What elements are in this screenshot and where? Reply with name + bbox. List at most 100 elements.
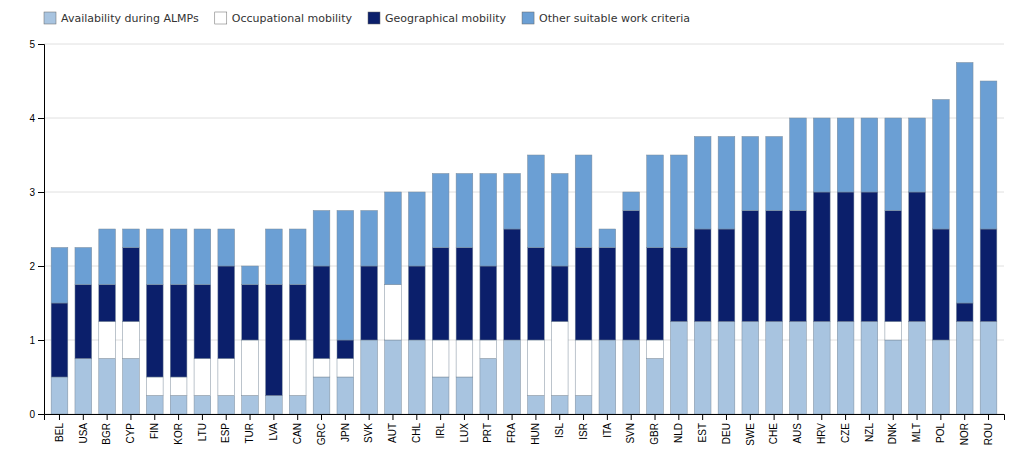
tick: MLT (911, 414, 922, 442)
tick-mark (631, 414, 632, 420)
bar-segment (170, 377, 187, 396)
bar-segment (218, 229, 235, 266)
bar-segment (528, 340, 545, 396)
tick-mark (154, 414, 155, 420)
bar-segment (266, 229, 283, 285)
legend-label: Other suitable work criteria (539, 12, 690, 25)
tick: DEU (721, 414, 732, 444)
bar-segment (861, 322, 878, 415)
tick: USA (78, 414, 89, 444)
bar-segment (75, 285, 92, 359)
bar-segment (813, 118, 830, 192)
bar-segment (623, 340, 640, 414)
tick-mark (559, 414, 560, 420)
tick-label: ROU (983, 423, 994, 445)
tick-mark (869, 414, 870, 420)
bar-segment (933, 229, 950, 340)
tick-mark (488, 414, 489, 420)
tick: CAN (292, 414, 303, 444)
bar-segment (599, 340, 616, 414)
bar-segment (980, 322, 997, 415)
tick: CYP (125, 414, 136, 444)
bar-segment (742, 211, 759, 322)
bar-segment (837, 118, 854, 192)
bar-segment (551, 322, 568, 396)
tick: ESP (220, 414, 231, 443)
bar-segment (289, 340, 306, 396)
tick: NZL (864, 414, 875, 442)
tick: 0 (29, 409, 44, 420)
bar-segment (432, 340, 449, 377)
tick: ISR (578, 414, 589, 440)
bar-segment (909, 322, 926, 415)
bar-segment (289, 396, 306, 415)
bar-segment (242, 340, 259, 396)
tick-label: CHE (768, 423, 779, 444)
bar-segment (99, 322, 116, 359)
tick: AUS (792, 414, 803, 444)
tick: SVN (625, 414, 636, 444)
bar-segment (385, 340, 402, 414)
bar-segment (528, 155, 545, 248)
bar-segment (790, 118, 807, 211)
bar-segment (528, 396, 545, 415)
tick: FRA (506, 414, 517, 443)
bar-segment (313, 266, 330, 359)
tick-mark (297, 414, 298, 420)
bar-segment (361, 211, 378, 267)
bar-segment (647, 359, 664, 415)
tick-label: NZL (864, 423, 875, 442)
tick: LUX (459, 414, 470, 442)
tick-mark (345, 414, 346, 420)
bar-segment (980, 81, 997, 229)
legend-swatch (215, 12, 227, 24)
bar-segment (504, 174, 521, 230)
bar-segment (289, 229, 306, 285)
bar-segment (718, 322, 735, 415)
bar-segment (623, 211, 640, 341)
bar-segment (766, 211, 783, 322)
tick-label: MLT (911, 423, 922, 442)
axis-line (38, 45, 45, 415)
bar-segment (146, 229, 163, 285)
tick: 2 (29, 261, 44, 272)
tick-mark (130, 414, 131, 420)
tick-mark (226, 414, 227, 420)
tick-label: BGR (101, 423, 112, 445)
bar-segment (599, 229, 616, 248)
bar-segment (575, 155, 592, 248)
bar-segment (51, 248, 68, 304)
tick-mark (392, 414, 393, 420)
bar-segment (146, 285, 163, 378)
tick: KOR (173, 414, 184, 445)
plot: 012345BELUSABGRCYPFINKORLTUESPTURLVACANG… (29, 39, 1004, 446)
bar-segment (671, 248, 688, 322)
tick-mark (38, 414, 44, 415)
bar-segment (146, 396, 163, 415)
bar-segment (861, 192, 878, 322)
bar-segment (694, 229, 711, 322)
bar-segment (480, 340, 497, 359)
tick: HUN (530, 414, 541, 445)
tick-label: POL (935, 423, 946, 443)
bar-segment (813, 192, 830, 322)
tick: 3 (29, 187, 44, 198)
bar-segment (575, 396, 592, 415)
tick-label: JPN (340, 423, 351, 442)
grid-line (44, 44, 1004, 45)
tick-label: NLD (673, 423, 684, 443)
bar-segment (885, 340, 902, 414)
bar-segment (337, 211, 354, 341)
tick-label: HUN (530, 423, 541, 445)
grid (44, 44, 1004, 414)
legend-swatch (522, 12, 534, 24)
bar-segment (956, 63, 973, 304)
series (51, 192, 997, 396)
tick-label: CAN (292, 423, 303, 444)
bar-segment (456, 248, 473, 341)
tick-mark (38, 266, 44, 267)
tick-mark (38, 340, 44, 341)
bar-segment (623, 192, 640, 211)
bar-segment (123, 359, 140, 415)
bar-segment (432, 377, 449, 414)
